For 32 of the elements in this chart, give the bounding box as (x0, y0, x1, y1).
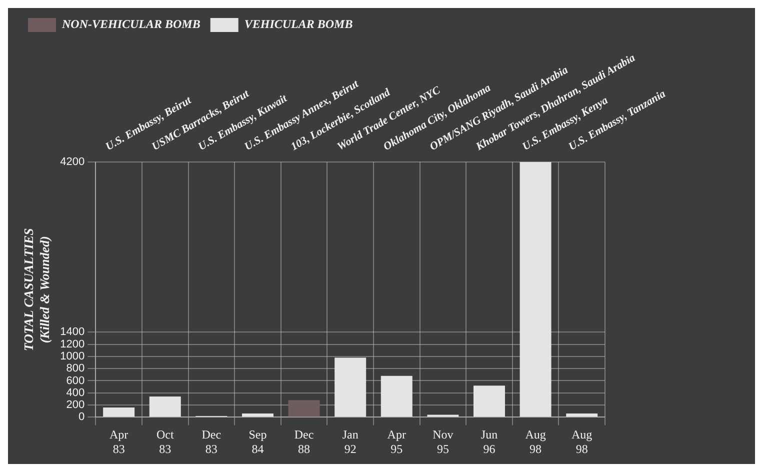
bar (334, 358, 366, 417)
y-tick-label: 0 (78, 411, 85, 424)
bar (103, 407, 135, 417)
x-tick-label: Apr 95 (387, 428, 406, 456)
x-tick-label: Jan 92 (342, 428, 358, 456)
y-tick-label: 1000 (60, 350, 85, 362)
y-tick-label: 400 (66, 386, 85, 399)
bar (474, 386, 505, 417)
bar (566, 414, 598, 417)
x-tick-label: Aug 98 (572, 428, 592, 456)
bar (149, 396, 181, 417)
bar (380, 376, 412, 417)
y-tick-label: 200 (66, 399, 85, 412)
x-tick-label: Dec 83 (202, 428, 222, 456)
x-tick-label: Jun 96 (480, 428, 498, 456)
bar (288, 400, 320, 417)
y-tick-label: 600 (66, 374, 85, 387)
y-tick-label: 4200 (60, 156, 85, 168)
legend-label: NON-VEHICULAR BOMB (61, 17, 200, 32)
bar (520, 162, 552, 417)
x-tick-label: Nov 95 (432, 428, 454, 456)
bar (242, 414, 274, 417)
x-tick-label: Oct 83 (156, 428, 174, 456)
x-tick-label: Sep 84 (248, 428, 267, 456)
y-axis-title: TOTAL CASUALTIES (Killed & Wounded) (21, 228, 52, 352)
x-tick-label: Apr 83 (109, 428, 128, 456)
y-tick-label: 1400 (60, 326, 85, 338)
x-tick-label: Aug 98 (525, 428, 546, 456)
y-tick-label: 1200 (60, 338, 85, 350)
x-tick-label: Dec 88 (294, 428, 314, 456)
y-tick-label: 800 (66, 362, 85, 375)
legend-label: VEHICULAR BOMB (244, 17, 353, 32)
